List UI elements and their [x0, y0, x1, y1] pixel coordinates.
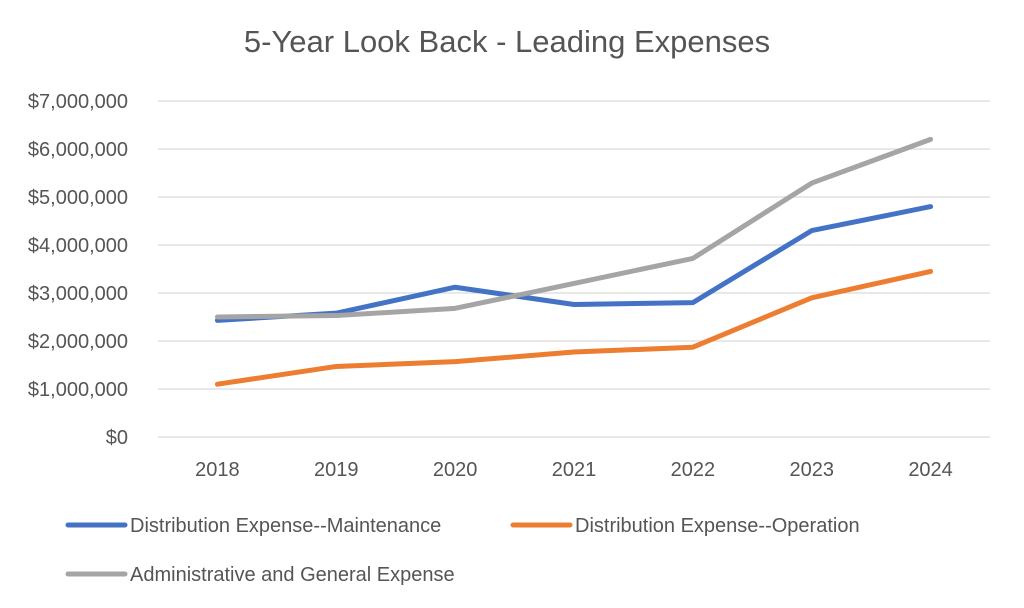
legend: Distribution Expense--Maintenance Distrib…	[65, 515, 860, 586]
x-tick-label: 2022	[671, 459, 716, 481]
y-tick-label: $0	[106, 427, 128, 449]
y-tick-label: $1,000,000	[28, 379, 128, 401]
y-tick-label: $6,000,000	[28, 139, 128, 161]
y-tick-label: $7,000,000	[28, 91, 128, 113]
x-tick-label: 2021	[552, 459, 597, 481]
chart-title: 5-Year Look Back - Leading Expenses	[244, 24, 770, 59]
legend-label: Distribution Expense--Operation	[575, 515, 860, 537]
x-tick-label: 2018	[195, 459, 240, 481]
series-line-3	[214, 136, 934, 320]
x-tick-label: 2023	[789, 459, 834, 481]
y-tick-label: $5,000,000	[28, 187, 128, 209]
x-axis-ticks: 2018 2019 2020 2021 2022 2023 2024	[195, 459, 953, 481]
series-line-2	[214, 268, 934, 387]
series-line-1	[214, 204, 934, 323]
y-axis-ticks: $0 $1,000,000 $2,000,000 $3,000,000 $4,000,0…	[28, 91, 128, 449]
gridlines	[158, 100, 990, 438]
y-tick-label: $2,000,000	[28, 331, 128, 353]
legend-label: Distribution Expense--Maintenance	[130, 515, 441, 537]
x-tick-label: 2020	[433, 459, 478, 481]
legend-label: Administrative and General Expense	[130, 564, 455, 586]
y-tick-label: $4,000,000	[28, 235, 128, 257]
series-lines	[214, 136, 934, 387]
x-tick-label: 2024	[908, 459, 953, 481]
x-tick-label: 2019	[314, 459, 359, 481]
y-tick-label: $3,000,000	[28, 283, 128, 305]
